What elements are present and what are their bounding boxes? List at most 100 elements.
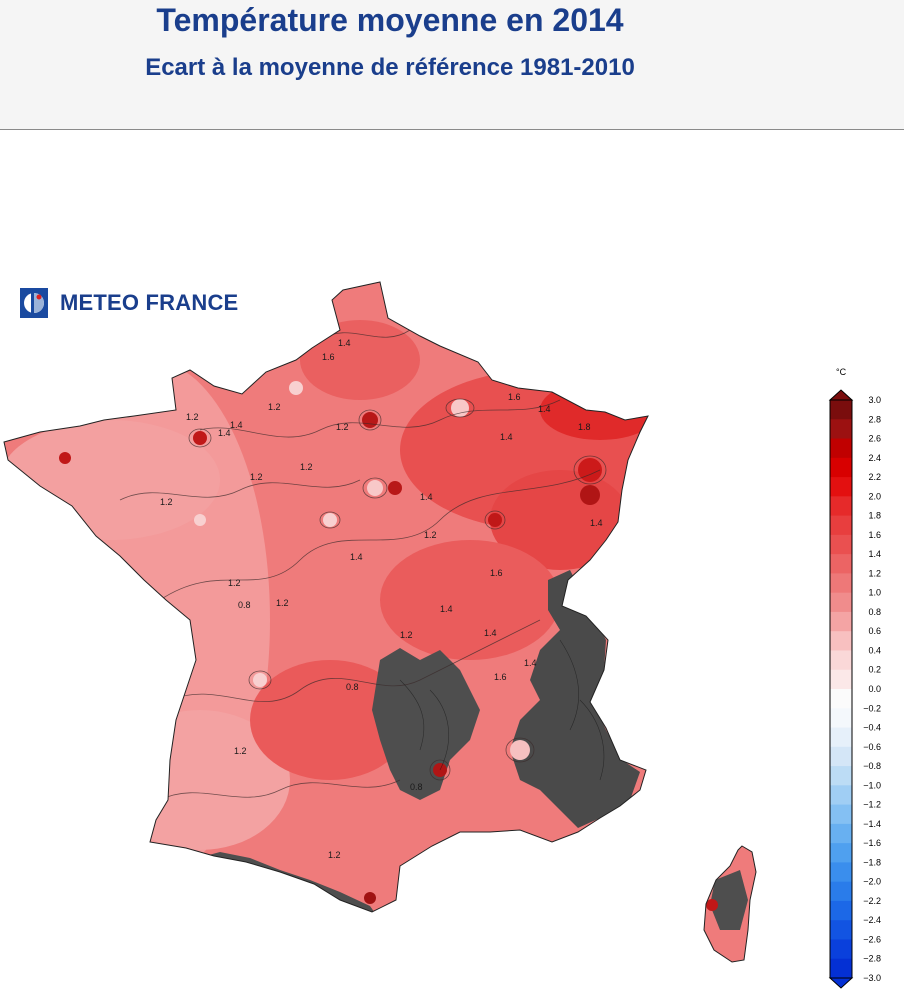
legend-tick-label: 2.8 <box>868 414 881 424</box>
legend-swatch <box>830 900 852 921</box>
legend-tick-label: 0.4 <box>868 645 881 655</box>
contour-label: 1.4 <box>230 420 243 430</box>
legend-tick-label: −2.4 <box>863 915 881 925</box>
legend-tick-label: −0.2 <box>863 703 881 713</box>
legend-tick-label: −1.2 <box>863 800 881 810</box>
contour-label: 1.4 <box>218 428 231 438</box>
legend-unit: °C <box>836 367 847 377</box>
contour-label: 1.4 <box>500 432 513 442</box>
contour-label: 1.2 <box>424 530 437 540</box>
contour-label: 1.2 <box>234 746 247 756</box>
legend-tick-label: 0.0 <box>868 684 881 694</box>
contour-label: 1.4 <box>440 604 453 614</box>
corsica-map <box>704 846 756 962</box>
legend-swatch <box>830 631 852 651</box>
legend-max-arrow <box>828 389 854 401</box>
contour-label: 1.4 <box>420 492 433 502</box>
contour-label: 1.2 <box>336 422 349 432</box>
legend-tick-label: 3.0 <box>868 395 881 405</box>
legend-swatch <box>830 400 852 420</box>
legend-swatch <box>830 477 852 497</box>
header: Température moyenne en 2014 Ecart à la m… <box>0 0 904 130</box>
contour-label: 1.2 <box>228 578 241 588</box>
legend-tick-label: 1.0 <box>868 588 881 598</box>
legend-tick-label: 1.6 <box>868 530 881 540</box>
contour-label: 0.8 <box>238 600 251 610</box>
legend-swatch <box>830 746 852 767</box>
legend-tick-label: −0.4 <box>863 723 881 733</box>
legend-swatch <box>830 419 852 440</box>
legend-tick-label: −0.8 <box>863 761 881 771</box>
legend-tick-label: −2.2 <box>863 896 881 906</box>
page-title: Température moyenne en 2014 <box>156 2 624 38</box>
legend-swatch <box>830 804 852 825</box>
contour-label: 1.6 <box>490 568 503 578</box>
legend-tick-label: 0.2 <box>868 665 881 675</box>
legend-swatch <box>830 862 852 883</box>
contour-label: 1.2 <box>300 462 313 472</box>
contour-labels: 1.6 1.4 1.2 1.4 1.6 1.4 1.2 1.4 1.2 1.4 … <box>160 338 603 860</box>
legend-swatch <box>830 708 852 729</box>
legend-swatch <box>830 592 852 613</box>
legend-border <box>829 399 853 979</box>
legend-swatch <box>830 881 852 902</box>
logo-text: METEO FRANCE <box>60 290 239 315</box>
contour-label: 1.4 <box>538 404 551 414</box>
contour-label: 1.4 <box>590 518 603 528</box>
contour-label: 1.8 <box>578 422 591 432</box>
legend-swatch <box>830 843 852 863</box>
contour-label: 1.6 <box>494 672 507 682</box>
contour-label: 1.2 <box>250 472 263 482</box>
legend-swatch <box>830 689 852 709</box>
legend-tick-label: 1.2 <box>868 568 881 578</box>
legend-swatch <box>830 650 852 671</box>
legend-swatch <box>830 766 852 786</box>
legend-tick-label: −1.8 <box>863 857 881 867</box>
legend-tick-label: −2.8 <box>863 954 881 964</box>
legend-colorbar <box>828 389 854 989</box>
legend-tick-label: −1.4 <box>863 819 881 829</box>
legend-swatch <box>830 920 852 940</box>
legend-tick-label: 2.0 <box>868 491 881 501</box>
contour-label: 1.4 <box>524 658 537 668</box>
contour-label: 1.2 <box>160 497 173 507</box>
legend-swatch <box>830 727 852 748</box>
legend-swatch <box>830 611 852 632</box>
contour-label: 1.2 <box>186 412 199 422</box>
legend-tick-label: 2.4 <box>868 453 881 463</box>
legend-tick-label: 0.6 <box>868 626 881 636</box>
contour-label: 1.2 <box>328 850 341 860</box>
legend-swatch <box>830 438 852 459</box>
contour-label: 1.6 <box>508 392 521 402</box>
contour-label: 1.4 <box>484 628 497 638</box>
contour-label: 1.2 <box>268 402 281 412</box>
legend-tick-label: −1.6 <box>863 838 881 848</box>
legend-min-arrow <box>828 977 854 989</box>
contour-label: 1.4 <box>350 552 363 562</box>
legend-swatch <box>830 823 852 844</box>
contour-label: 0.8 <box>410 782 423 792</box>
legend-swatch <box>830 534 852 555</box>
contour-label: 1.2 <box>276 598 289 608</box>
contour-label: 0.8 <box>346 682 359 692</box>
contour-label: 1.4 <box>338 338 351 348</box>
meteo-france-logo: METEO FRANCE <box>20 288 238 318</box>
legend-swatch <box>830 496 852 517</box>
legend-tick-label: 1.4 <box>868 549 881 559</box>
contour-label: 1.2 <box>400 630 413 640</box>
france-map <box>4 282 648 912</box>
legend-tick-label: −2.6 <box>863 934 881 944</box>
legend-tick-label: −3.0 <box>863 973 881 983</box>
legend-tick-label: −2.0 <box>863 877 881 887</box>
legend-swatch <box>830 554 852 574</box>
legend-tick-label: −1.0 <box>863 780 881 790</box>
legend-swatch <box>830 515 852 536</box>
legend-swatch <box>830 457 852 478</box>
legend-tick-label: 2.6 <box>868 434 881 444</box>
legend-swatch <box>830 958 852 979</box>
contour-label: 1.6 <box>322 352 335 362</box>
legend-labels: 3.0 2.8 2.6 2.4 2.2 2.0 1.8 1.6 1.4 1.2 1.0 0.8 0.6 0… <box>863 395 881 983</box>
legend-swatch <box>830 573 852 594</box>
legend-tick-label: 0.8 <box>868 607 881 617</box>
